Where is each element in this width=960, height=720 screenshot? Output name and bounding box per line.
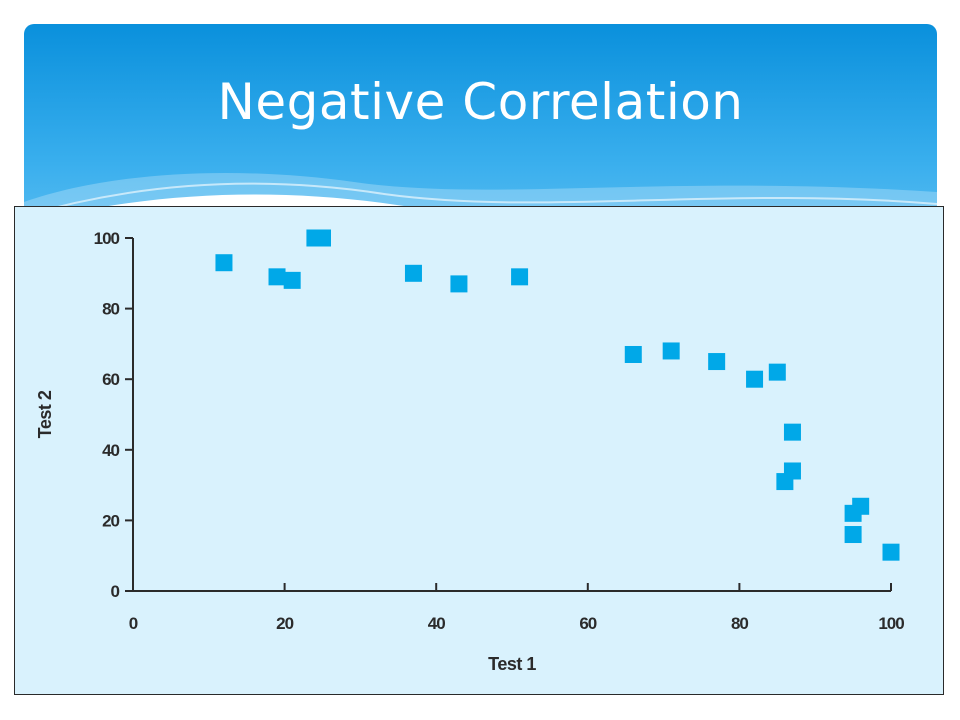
y-tick-label: 20 [102,511,119,530]
scatter-chart: 0 20 40 60 80 100 0 20 40 60 80 100 Test 1 Test 2 [14,206,944,695]
scatter-point [746,371,763,388]
scatter-point [769,364,786,381]
scatter-point [269,268,286,285]
scatter-point [784,462,801,479]
scatter-point [845,526,862,543]
scatter-point [883,544,900,561]
x-axis-label: Test 1 [488,654,536,674]
y-tick-label: 60 [102,370,119,389]
chart-canvas: 0 20 40 60 80 100 0 20 40 60 80 100 Test 1 Test 2 [15,207,945,696]
scatter-point [708,353,725,370]
y-tick-label: 100 [94,229,120,248]
scatter-point [663,342,680,359]
scatter-point [405,265,422,282]
chart-points [215,230,899,561]
y-tick-label: 40 [102,441,119,460]
scatter-point [511,268,528,285]
scatter-point [625,346,642,363]
scatter-point [784,424,801,441]
x-tick-label: 100 [878,614,904,633]
y-tick-label: 80 [102,300,119,319]
chart-axes: 0 20 40 60 80 100 0 20 40 60 80 100 [94,229,905,633]
scatter-point [450,275,467,292]
x-tick-label: 80 [731,614,748,633]
x-tick-label: 40 [428,614,445,633]
y-tick-label: 0 [111,582,120,601]
scatter-point [284,272,301,289]
x-tick-label: 60 [579,614,596,633]
x-tick-label: 0 [129,614,138,633]
scatter-point [852,498,869,515]
y-axis-label: Test 2 [35,390,55,438]
scatter-point [215,254,232,271]
scatter-point [314,230,331,247]
page-title: Negative Correlation [24,70,937,134]
x-tick-label: 20 [276,614,293,633]
